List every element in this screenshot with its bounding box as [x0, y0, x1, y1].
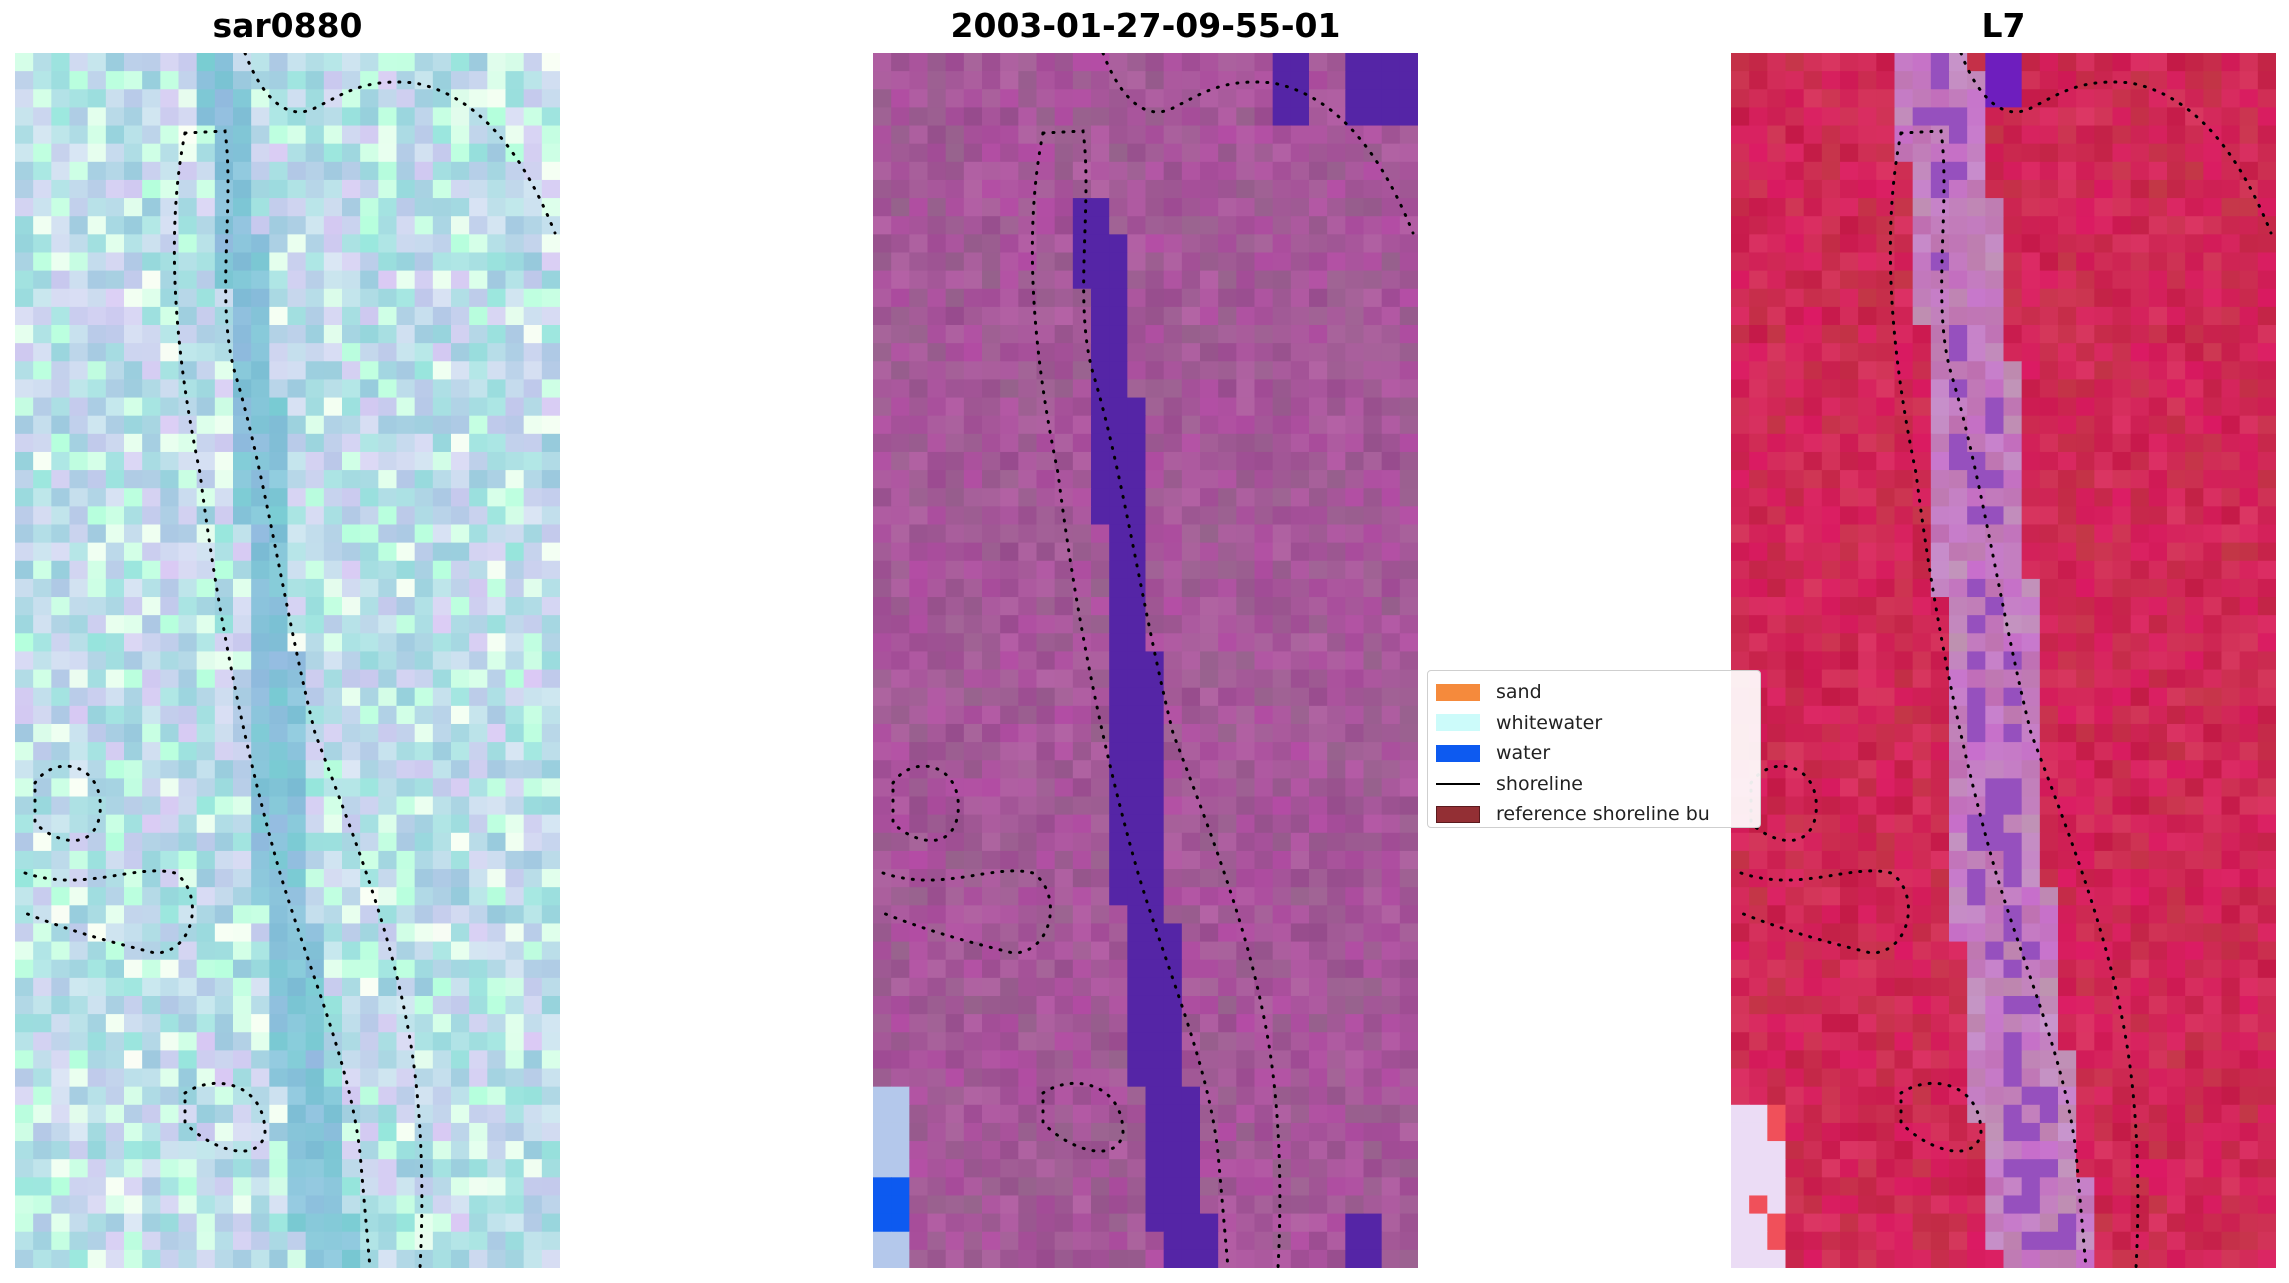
legend-label-whitewater: whitewater — [1496, 711, 1603, 734]
classified-image-panel — [873, 53, 1418, 1268]
legend-swatch-whitewater — [1436, 714, 1480, 732]
legend-item-reference-buffer: reference shoreline bu — [1436, 799, 1760, 827]
legend-swatch-water — [1436, 744, 1480, 762]
index-image — [1731, 53, 2276, 1268]
shoreline-overlay — [1739, 53, 2273, 1268]
legend-label-reference-buffer: reference shoreline bu — [1496, 803, 1710, 826]
rgb-image-panel — [15, 53, 560, 1268]
classified-image-pixels — [873, 53, 1418, 1268]
legend-swatch-shoreline — [1436, 782, 1480, 785]
panel-title-3: L7 — [1981, 6, 2026, 45]
index-image-panel — [1731, 53, 2276, 1268]
legend-label-sand: sand — [1496, 681, 1542, 704]
shoreline-overlay — [23, 53, 557, 1268]
rgb-image — [15, 53, 560, 1268]
legend-swatch-sand — [1436, 683, 1480, 701]
panel-title-1: sar0880 — [212, 6, 363, 45]
legend-item-sand: sand — [1436, 677, 1760, 708]
index-image-pixels — [1731, 53, 2276, 1268]
legend-label-water: water — [1496, 742, 1551, 765]
legend-item-whitewater: whitewater — [1436, 708, 1760, 739]
legend-item-shoreline: shoreline — [1436, 769, 1760, 800]
legend-item-water: water — [1436, 738, 1760, 769]
legend-label-shoreline: shoreline — [1496, 772, 1583, 795]
legend-swatch-reference-buffer — [1436, 805, 1480, 823]
shoreline-overlay — [881, 53, 1415, 1268]
classified-image — [873, 53, 1418, 1268]
legend: sand whitewater water shoreline referenc… — [1427, 670, 1761, 828]
rgb-image-pixels — [15, 53, 560, 1268]
panel-title-2: 2003-01-27-09-55-01 — [950, 6, 1341, 45]
